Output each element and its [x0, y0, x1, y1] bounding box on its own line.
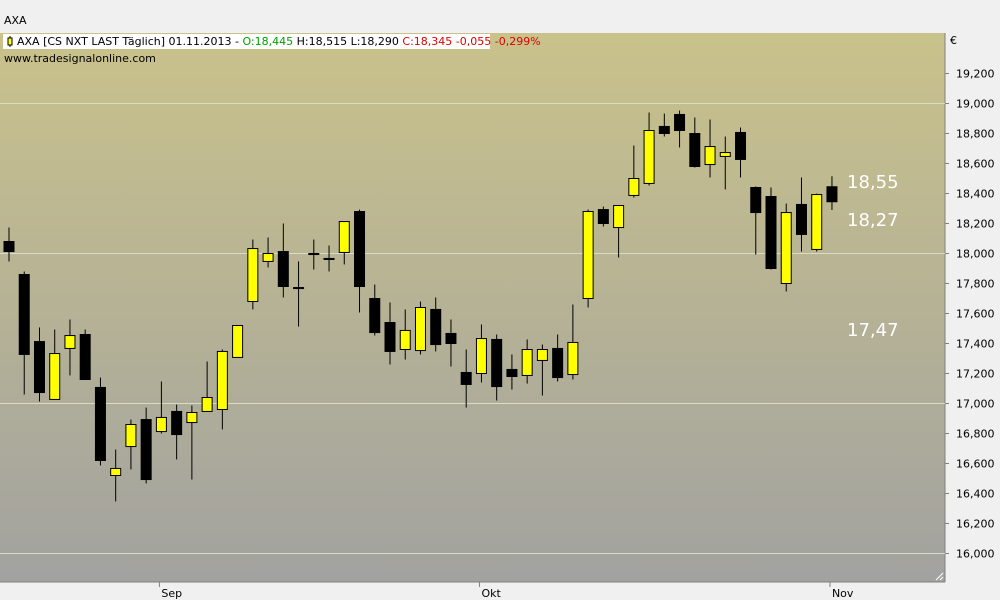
y-tick-label: 19,000	[956, 98, 995, 111]
candle-body	[597, 209, 609, 225]
candle-body	[491, 338, 503, 388]
candle-body	[399, 329, 411, 351]
legend-high-low: H:18,515 L:18,290	[297, 35, 399, 48]
candle-body	[795, 203, 807, 235]
candle-body	[140, 419, 152, 481]
candle-body	[704, 146, 716, 166]
candle-body	[643, 130, 655, 184]
candle-body	[247, 248, 259, 303]
candle-body	[94, 386, 106, 462]
candle-body	[155, 416, 167, 433]
y-tick-label: 17,800	[956, 278, 995, 291]
y-tick-label: 18,200	[956, 218, 995, 231]
candle-body	[765, 196, 777, 269]
candle-body	[414, 307, 426, 352]
y-tick-label: 17,200	[956, 368, 995, 381]
candle-body	[826, 186, 838, 203]
price-annotation: 18,27	[847, 210, 899, 231]
legend-open: O:18,445	[242, 35, 293, 48]
candle-body	[536, 349, 548, 361]
unit-label: €	[950, 34, 957, 47]
candle-body	[18, 274, 30, 355]
y-tick-label: 16,400	[956, 488, 995, 501]
candle-body	[430, 308, 442, 346]
x-tick-label: Sep	[161, 587, 182, 600]
candle-body	[369, 298, 381, 334]
candle-body	[613, 205, 625, 229]
chart-title: AXA	[4, 14, 27, 27]
candle-body	[552, 347, 564, 379]
y-tick-label: 17,400	[956, 338, 995, 351]
candle-body	[125, 424, 137, 448]
y-tick-label: 17,000	[956, 398, 995, 411]
candle-body	[277, 251, 289, 288]
candle-body	[674, 113, 686, 131]
candle-body	[79, 334, 91, 380]
candle-body	[33, 341, 45, 394]
x-tick-label: Okt	[481, 587, 501, 600]
candle-body	[658, 125, 670, 134]
y-tick-label: 16,600	[956, 458, 995, 471]
candle-body	[750, 187, 762, 214]
legend-box	[3, 34, 490, 49]
legend-close: C:18,345 -0,055 -0,299%	[402, 35, 540, 48]
candle-body	[110, 467, 122, 477]
y-tick-label: 16,200	[956, 518, 995, 531]
legend-text: AXA [CS NXT LAST Täglich] 01.11.2013 - O…	[17, 35, 541, 48]
candle-body	[293, 287, 305, 290]
candle-body	[3, 241, 15, 253]
candle-body	[628, 178, 640, 196]
legend-instrument: AXA [CS NXT LAST Täglich] 01.11.2013 -	[17, 35, 239, 48]
candle-body	[689, 133, 701, 167]
candle-body	[780, 212, 792, 284]
y-tick-label: 17,600	[956, 308, 995, 321]
candle-body	[186, 412, 198, 424]
legend-icon-body	[7, 37, 13, 46]
candle-body	[323, 257, 335, 261]
candle-body	[811, 194, 823, 250]
y-tick-label: 16,000	[956, 548, 995, 561]
plot-area	[0, 33, 945, 582]
candle-body	[216, 350, 228, 411]
candle-body	[460, 371, 472, 385]
candle-body	[719, 152, 731, 157]
candle-body	[354, 211, 366, 287]
resize-grip	[935, 572, 944, 581]
candle-body	[384, 322, 396, 352]
candle-body	[201, 397, 213, 412]
candle-body	[445, 332, 457, 345]
candle-body	[521, 349, 533, 376]
candle-body	[232, 325, 244, 358]
candle-body	[338, 221, 350, 253]
candle-body	[735, 131, 747, 160]
candle-body	[475, 338, 487, 374]
y-tick-label: 18,400	[956, 188, 995, 201]
candle-body	[582, 211, 594, 299]
source-text: www.tradesignalonline.com	[4, 52, 156, 65]
price-annotation: 18,55	[847, 172, 899, 193]
candle-body	[171, 410, 183, 436]
candle-body	[49, 353, 61, 400]
candle-body	[567, 341, 579, 376]
candle-body	[506, 368, 518, 378]
price-annotation: 17,47	[847, 320, 899, 341]
y-tick-label: 18,000	[956, 248, 995, 261]
candle-body	[64, 335, 76, 349]
y-tick-label: 18,600	[956, 158, 995, 171]
x-tick-label: Nov	[832, 587, 854, 600]
y-tick-label: 19,200	[956, 68, 995, 81]
candle-body	[262, 253, 274, 262]
candle-body	[308, 253, 320, 256]
y-tick-label: 16,800	[956, 428, 995, 441]
y-tick-label: 18,800	[956, 128, 995, 141]
